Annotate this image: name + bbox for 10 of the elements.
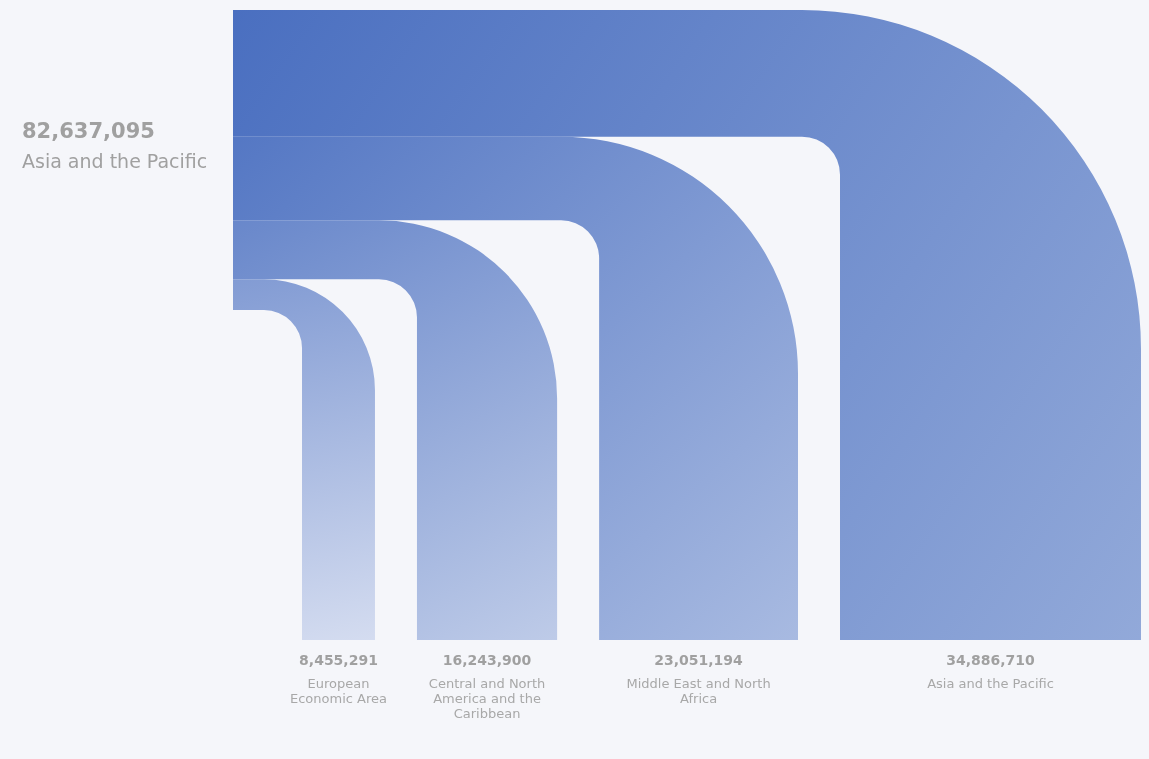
text: 82,637,095 (22, 118, 155, 143)
data-label: 23,051,194 (654, 651, 744, 668)
data-label: 8,455,291 (299, 651, 378, 668)
category-label: European Economic Area (290, 675, 387, 706)
category-label: Central and North America and the Caribbean (428, 675, 546, 721)
data-label: 34,886,710 (946, 651, 1036, 668)
text: Asia and the Pacific (22, 150, 208, 173)
data-label: 16,243,900 (442, 651, 532, 668)
category-label: Middle East and North Africa (626, 675, 771, 706)
category-label: Asia and the Pacific (927, 675, 1054, 691)
